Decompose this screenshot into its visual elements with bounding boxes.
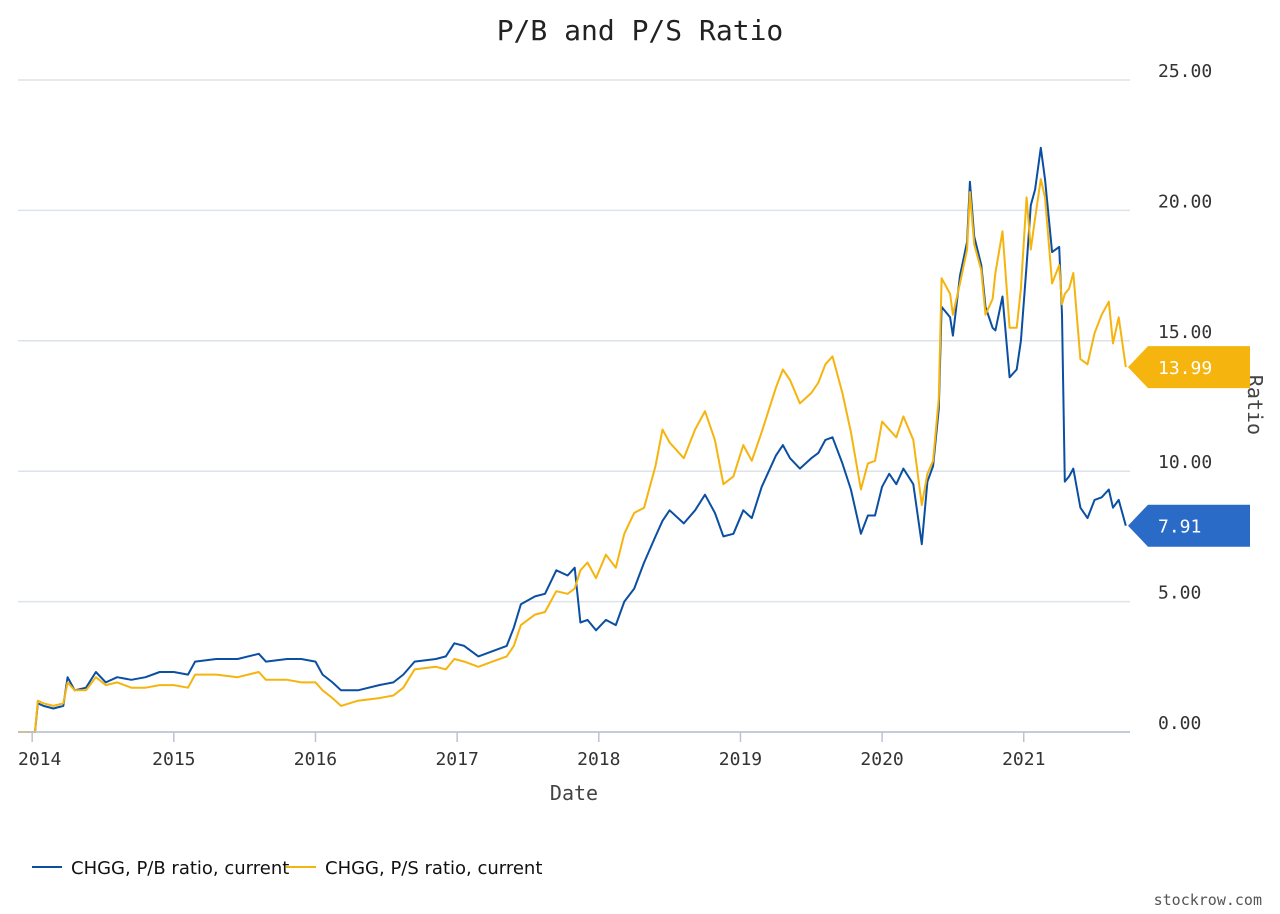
gridlines — [18, 79, 1130, 733]
x-axis-label: Date — [550, 781, 598, 805]
series-line-ps — [18, 178, 1127, 733]
legend-item-label[interactable]: CHGG, P/B ratio, current — [71, 858, 289, 879]
x-tick-label: 2017 — [435, 749, 478, 770]
last-value-badge — [1128, 504, 1250, 547]
last-value-label: 7.91 — [1158, 517, 1201, 538]
last-value-badge — [1128, 346, 1250, 389]
series-lines — [18, 146, 1127, 733]
y-tick-label: 20.00 — [1158, 191, 1212, 212]
y-axis-ticks: 0.00 5.00 10.00 15.00 20.00 25.00 — [1158, 61, 1212, 734]
y-tick-label: 10.00 — [1158, 452, 1212, 473]
y-tick-label: 0.00 — [1158, 713, 1201, 734]
x-tick-label: 2016 — [294, 749, 337, 770]
series-line-pb — [18, 146, 1127, 733]
y-tick-label: 25.00 — [1158, 61, 1212, 82]
chart-title: P/B and P/S Ratio — [497, 14, 784, 47]
x-tick-label: 2018 — [577, 749, 620, 770]
legend[interactable]: CHGG, P/B ratio, current CHGG, P/S ratio,… — [32, 858, 542, 879]
x-tick-label: 2015 — [152, 749, 195, 770]
legend-item-label[interactable]: CHGG, P/S ratio, current — [325, 858, 542, 879]
x-tick-label: 2014 — [18, 749, 61, 770]
last-value-badges: 7.91 13.99 — [1128, 346, 1250, 547]
y-tick-label: 5.00 — [1158, 583, 1201, 604]
x-tick-label: 2021 — [1002, 749, 1045, 770]
last-value-label: 13.99 — [1158, 358, 1212, 379]
y-tick-label: 15.00 — [1158, 322, 1212, 343]
x-tick-label: 2019 — [719, 749, 762, 770]
x-axis-ticks: 2014 2015 2016 2017 2018 2019 2020 2021 — [18, 731, 1130, 770]
credit-text: stockrow.com — [1154, 891, 1262, 909]
x-tick-label: 2020 — [860, 749, 903, 770]
